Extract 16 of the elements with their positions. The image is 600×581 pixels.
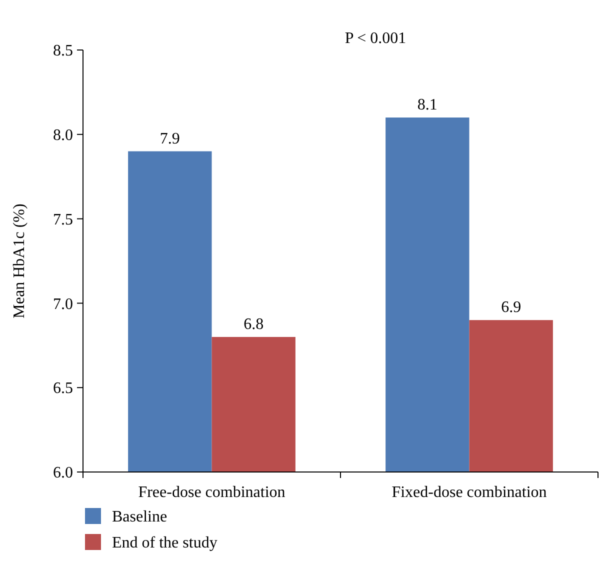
data-label: 6.8 [244, 316, 264, 333]
y-tick-label: 7.5 [53, 211, 73, 228]
y-tick-label: 6.0 [53, 464, 73, 482]
x-tick-label: Free-dose combination [138, 484, 286, 501]
data-label: 8.1 [417, 96, 438, 114]
y-tick-label: 7.0 [53, 296, 73, 313]
y-tick-label: 8.0 [53, 127, 73, 144]
data-label: 7.9 [160, 130, 180, 148]
x-tick-label: Fixed-dose combination [392, 484, 547, 501]
y-axis-title: Mean HbA1c (%) [11, 204, 28, 318]
legend-label: Baseline [112, 508, 168, 526]
legend-label: End of the study [112, 534, 218, 552]
y-tick-label: 6.5 [53, 380, 73, 398]
text: P < 0.001 [344, 30, 406, 47]
data-label: 6.9 [501, 299, 522, 316]
y-tick-label: 8.5 [53, 42, 73, 60]
